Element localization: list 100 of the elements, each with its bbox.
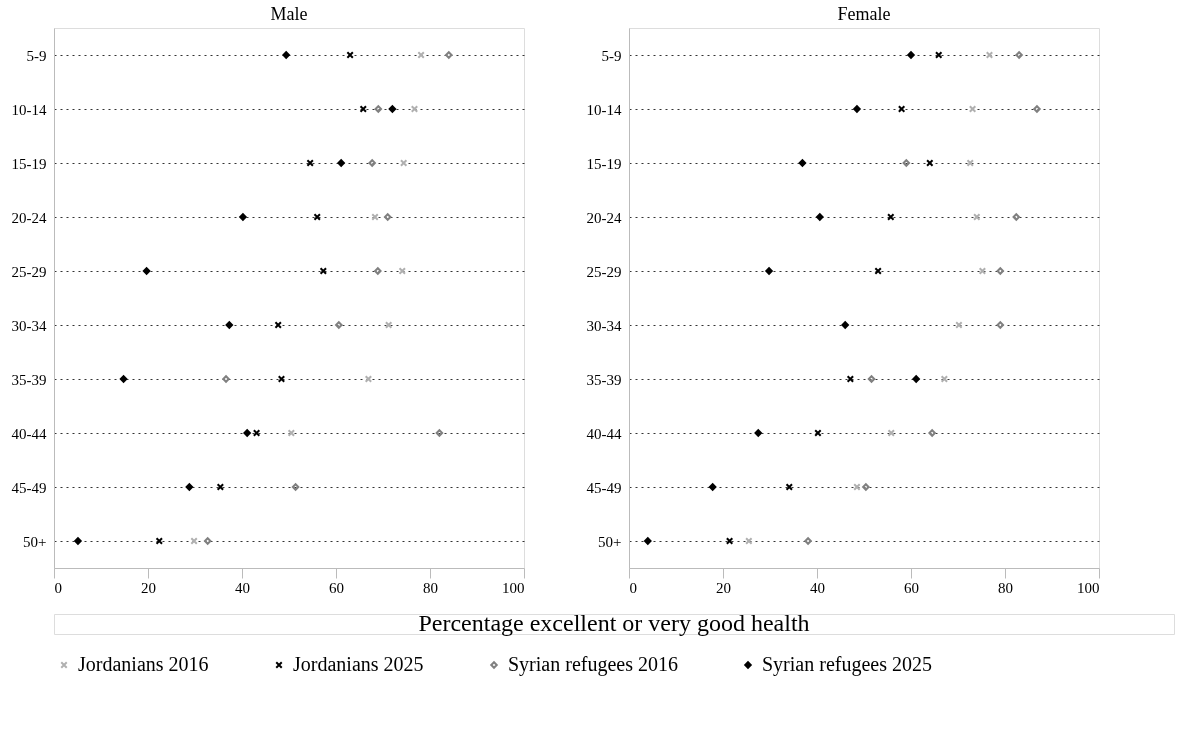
point [841, 321, 849, 329]
point [274, 321, 282, 329]
legend-label: Syrian refugees 2025 [762, 653, 932, 676]
point [887, 213, 895, 221]
point [804, 537, 812, 545]
point [337, 159, 345, 167]
y-tick-label: 5-9 [26, 47, 47, 64]
y-tick-label: 35-39 [11, 371, 47, 388]
point [853, 483, 861, 491]
point [745, 537, 753, 545]
point [926, 159, 934, 167]
x-tick-label: 100 [502, 579, 525, 596]
legend-label: Syrian refugees 2016 [508, 653, 678, 676]
x-tick-label: 80 [423, 579, 438, 596]
y-tick-label: 30-34 [11, 317, 47, 334]
point [190, 537, 198, 545]
point [225, 321, 234, 329]
point [1015, 51, 1023, 59]
point [203, 537, 212, 545]
point [185, 483, 194, 491]
point [966, 159, 974, 167]
point [243, 429, 251, 437]
point [754, 429, 762, 437]
chart-title: Female [837, 4, 891, 24]
point [887, 429, 895, 437]
y-tick-label: 40-44 [586, 425, 622, 442]
y-tick-label: 35-39 [586, 371, 622, 388]
y-tick-label: 20-24 [586, 209, 622, 226]
point [155, 537, 164, 545]
point [798, 159, 807, 167]
point [816, 213, 824, 221]
point [708, 483, 717, 491]
point [996, 321, 1005, 329]
point [222, 375, 230, 383]
legend-label: Jordanians 2016 [78, 653, 209, 675]
y-tick-label: 20-24 [11, 209, 47, 226]
x-axis-title: Percentage excellent or very good health [418, 610, 810, 636]
point [417, 51, 425, 59]
point [398, 267, 407, 275]
x-tick-label: 0 [54, 579, 62, 596]
point [785, 483, 794, 491]
x-tick-label: 80 [998, 579, 1013, 596]
point [384, 321, 393, 329]
point [142, 267, 151, 275]
point [874, 267, 882, 275]
y-tick-label: 25-29 [586, 263, 622, 280]
point [902, 159, 911, 167]
point [846, 375, 855, 383]
point [996, 267, 1005, 275]
point [287, 429, 296, 437]
y-tick-label: 45-49 [586, 479, 622, 496]
x-tick-label: 20 [141, 579, 156, 596]
point [239, 213, 247, 221]
y-tick-label: 50+ [23, 533, 47, 550]
point [973, 213, 981, 221]
y-tick-label: 45-49 [11, 479, 47, 496]
point [907, 51, 915, 59]
y-tick-label: 15-19 [11, 155, 47, 172]
y-tick-label: 40-44 [11, 425, 47, 442]
y-tick-label: 5-9 [601, 47, 622, 64]
x-tick-label: 40 [235, 579, 250, 596]
point [388, 105, 397, 113]
point [912, 375, 920, 383]
point [346, 51, 354, 59]
y-tick-label: 30-34 [586, 317, 622, 334]
point [765, 267, 773, 275]
point [374, 267, 382, 275]
point [955, 321, 963, 329]
point [374, 105, 383, 113]
point [445, 51, 453, 59]
legend-label: Jordanians 2025 [293, 653, 424, 675]
point [371, 213, 379, 221]
y-tick-label: 10-14 [586, 101, 622, 118]
point [814, 429, 822, 437]
point [1012, 213, 1021, 221]
point [862, 483, 870, 491]
y-tick-label: 50+ [598, 533, 622, 550]
point [383, 213, 392, 221]
x-tick-label: 40 [810, 579, 825, 596]
chart-title: Male [270, 4, 308, 24]
x-tick-label: 100 [1077, 579, 1100, 596]
x-tick-label: 60 [329, 579, 344, 596]
x-tick-label: 0 [629, 579, 637, 596]
point [928, 429, 936, 437]
point [119, 375, 128, 383]
y-tick-label: 10-14 [11, 101, 47, 118]
point [335, 321, 343, 329]
point [282, 51, 290, 59]
point [368, 159, 376, 167]
point [399, 159, 408, 167]
point [940, 375, 949, 383]
point [74, 537, 82, 545]
point [853, 105, 861, 113]
y-tick-label: 15-19 [586, 155, 622, 172]
x-tick-label: 60 [904, 579, 919, 596]
point [291, 483, 300, 491]
point [306, 159, 314, 167]
point [1033, 105, 1041, 113]
y-tick-label: 25-29 [11, 263, 47, 280]
point [216, 483, 225, 491]
